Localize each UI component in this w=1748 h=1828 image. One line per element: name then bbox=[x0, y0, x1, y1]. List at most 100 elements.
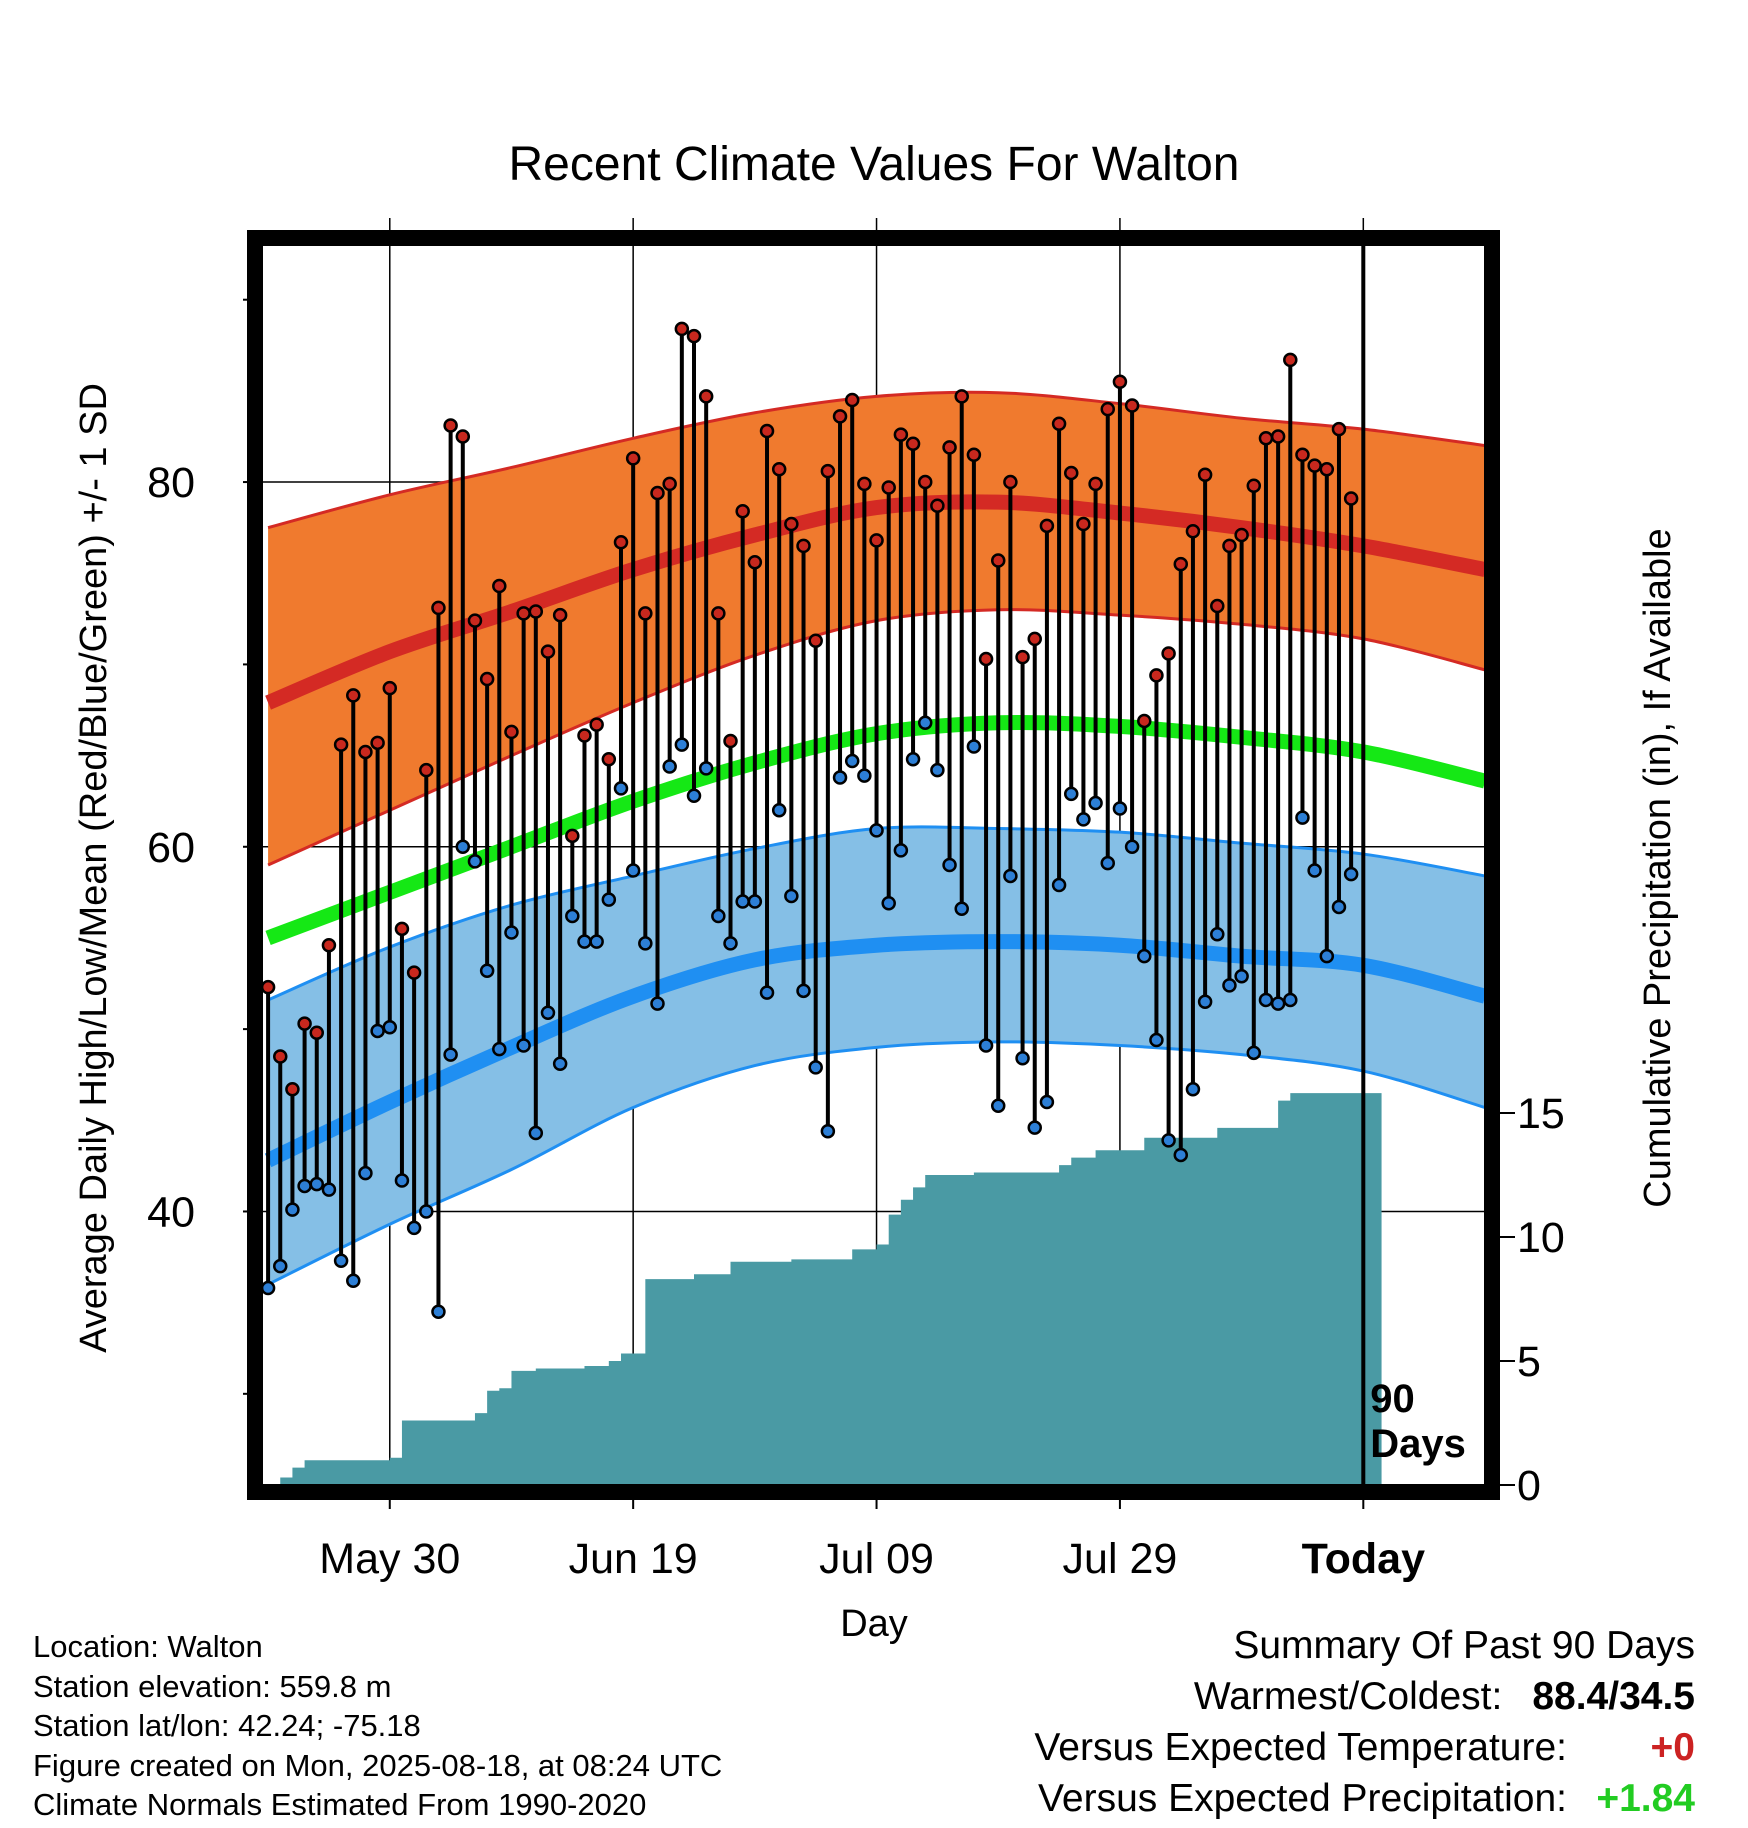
precipitation-area bbox=[268, 1093, 1382, 1485]
low-point bbox=[808, 1060, 823, 1075]
high-point bbox=[346, 688, 361, 703]
high-point bbox=[285, 1082, 300, 1097]
low-point bbox=[540, 1005, 556, 1020]
low-normal-band-lower-edge bbox=[267, 1040, 1486, 1286]
info-latlon: Station lat/lon: 42.24; -75.18 bbox=[33, 1708, 421, 1743]
low-point bbox=[285, 1202, 300, 1217]
low-point bbox=[698, 761, 714, 776]
low-point bbox=[528, 1125, 544, 1141]
summary-title: Summary Of Past 90 Days bbox=[1233, 1624, 1695, 1667]
low-point bbox=[1161, 1133, 1176, 1148]
high-point bbox=[1319, 462, 1335, 477]
low-point bbox=[857, 768, 872, 783]
high-point bbox=[419, 762, 434, 778]
high-point bbox=[1246, 478, 1262, 493]
low-point bbox=[1307, 863, 1322, 878]
high-point bbox=[990, 553, 1006, 568]
low-point bbox=[260, 1280, 276, 1296]
low-point bbox=[1003, 868, 1018, 884]
low-point bbox=[565, 908, 580, 924]
high-point bbox=[735, 503, 750, 519]
low-point bbox=[686, 788, 702, 803]
high-point bbox=[711, 606, 726, 621]
high-point bbox=[613, 534, 629, 550]
high-point bbox=[662, 476, 677, 492]
low-point bbox=[1124, 839, 1140, 855]
low-point bbox=[1100, 855, 1116, 871]
info-elevation: Station elevation: 559.8 m bbox=[33, 1668, 392, 1704]
y2-tick-label: 10 bbox=[1517, 1214, 1565, 1262]
marker-label-line: 90 bbox=[1370, 1377, 1415, 1421]
low-point bbox=[917, 715, 933, 731]
high-point bbox=[844, 392, 860, 408]
low-point bbox=[1197, 994, 1213, 1010]
x-tick-label: Jul 29 bbox=[1063, 1535, 1178, 1583]
low-point bbox=[711, 908, 726, 924]
low-point bbox=[844, 753, 860, 769]
high-point bbox=[832, 409, 848, 424]
precip-label: Versus Expected Precipitation: bbox=[1038, 1777, 1567, 1820]
high-point bbox=[467, 613, 483, 628]
low-point bbox=[954, 901, 969, 917]
high-point bbox=[260, 979, 276, 995]
low-point bbox=[1185, 1082, 1201, 1097]
low-point bbox=[796, 983, 811, 999]
high-point bbox=[370, 735, 385, 751]
precip-area bbox=[268, 1093, 1382, 1485]
high-point bbox=[309, 1025, 325, 1041]
low-point bbox=[747, 894, 763, 909]
high-point bbox=[406, 965, 422, 980]
high-point bbox=[930, 498, 945, 514]
low-point bbox=[1076, 812, 1091, 827]
high-point bbox=[1210, 598, 1225, 614]
high-normal-band-upper-edge bbox=[267, 390, 1486, 530]
low-point bbox=[1112, 801, 1128, 816]
low-point bbox=[431, 1304, 446, 1320]
high-point bbox=[1051, 416, 1067, 431]
low-point bbox=[492, 1041, 507, 1057]
low-point bbox=[1319, 948, 1335, 964]
high-point bbox=[577, 728, 592, 743]
low-point bbox=[504, 925, 519, 940]
high-point bbox=[686, 328, 702, 344]
high-point bbox=[1258, 431, 1274, 446]
low-point bbox=[1246, 1045, 1262, 1061]
high-point bbox=[1003, 474, 1018, 490]
low-point bbox=[771, 803, 787, 818]
low-point bbox=[479, 963, 495, 979]
high-point bbox=[674, 321, 690, 337]
high-point bbox=[540, 644, 556, 659]
info-created: Figure created on Mon, 2025-08-18, at 08… bbox=[33, 1747, 723, 1783]
chart-title: Recent Climate Values For Walton bbox=[509, 138, 1240, 191]
high-point bbox=[747, 555, 763, 570]
low-point bbox=[443, 1047, 458, 1062]
high-point bbox=[978, 651, 994, 667]
marker-label-line: Days bbox=[1370, 1422, 1466, 1466]
high-point bbox=[638, 606, 653, 621]
high-point bbox=[1307, 458, 1322, 473]
high-point bbox=[917, 474, 933, 490]
x-tick-label: Jun 19 bbox=[569, 1535, 698, 1583]
summary-precip: Versus Expected Precipitation: +1.84 bbox=[1034, 1773, 1695, 1824]
high-point bbox=[698, 389, 714, 404]
x-tick-label: Today bbox=[1302, 1535, 1426, 1583]
low-point bbox=[309, 1176, 325, 1192]
low-point bbox=[1258, 992, 1274, 1008]
high-point bbox=[504, 724, 519, 740]
low-point bbox=[869, 823, 884, 838]
high-point bbox=[1124, 398, 1140, 413]
station-info: Location: Walton Station elevation: 559.… bbox=[33, 1627, 722, 1825]
high-point bbox=[565, 828, 580, 844]
low-point bbox=[662, 759, 677, 774]
low-point bbox=[1270, 996, 1286, 1011]
low-point bbox=[1051, 877, 1067, 893]
high-point bbox=[893, 427, 909, 442]
low-point bbox=[942, 857, 957, 873]
low-point bbox=[394, 1173, 410, 1188]
summary-panel: Summary Of Past 90 Days Warmest/Coldest:… bbox=[1034, 1620, 1695, 1824]
high-point bbox=[297, 1016, 312, 1031]
low-point bbox=[273, 1258, 288, 1274]
y-axis-title: Average Daily High/Low/Mean (Red/Blue/Gr… bbox=[73, 383, 115, 1353]
summary-temp: Versus Expected Temperature: +0 bbox=[1034, 1722, 1695, 1773]
low-point bbox=[589, 934, 604, 949]
